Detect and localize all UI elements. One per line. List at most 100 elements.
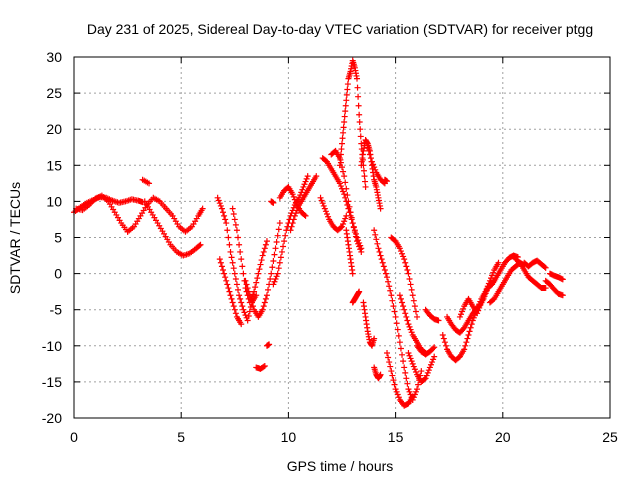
data-point — [406, 352, 413, 359]
data-point — [215, 197, 222, 204]
data-point — [235, 286, 242, 293]
data-point — [408, 329, 415, 336]
data-point — [288, 223, 295, 230]
data-point — [341, 173, 348, 180]
series-arc25 — [364, 144, 388, 187]
data-point — [405, 350, 412, 357]
data-point — [408, 286, 415, 293]
x-tick-label: 20 — [495, 429, 511, 445]
data-point — [441, 339, 448, 346]
data-point — [197, 241, 204, 248]
data-point — [366, 151, 373, 158]
data-point — [391, 308, 398, 315]
data-point — [323, 211, 330, 218]
data-point — [260, 248, 267, 255]
data-point — [468, 321, 475, 328]
data-point — [427, 361, 434, 368]
series-arc30 — [388, 234, 421, 320]
data-point — [258, 257, 265, 264]
chart-title: Day 231 of 2025, Sidereal Day-to-day VTE… — [87, 21, 593, 37]
data-point — [342, 215, 349, 222]
data-point — [403, 313, 410, 320]
data-point — [374, 240, 381, 247]
data-point — [381, 266, 388, 273]
data-point — [344, 86, 351, 93]
data-point — [246, 292, 253, 299]
data-point — [396, 292, 403, 299]
data-point — [489, 272, 496, 279]
y-tick-label: 15 — [46, 157, 62, 173]
data-point — [407, 326, 414, 333]
data-point — [337, 224, 344, 231]
data-point — [402, 310, 409, 317]
data-point — [386, 283, 393, 290]
data-point — [238, 321, 245, 328]
data-point — [559, 276, 566, 283]
data-point — [226, 241, 233, 248]
data-point — [272, 245, 279, 252]
data-point — [274, 270, 281, 277]
data-point — [388, 292, 395, 299]
data-point — [301, 181, 308, 188]
data-point — [271, 251, 278, 258]
data-point — [225, 285, 232, 292]
data-point — [392, 386, 399, 393]
data-point — [355, 240, 362, 247]
data-point — [228, 254, 235, 261]
data-point — [343, 91, 350, 98]
data-point — [354, 238, 361, 245]
data-point — [408, 358, 415, 365]
data-point — [272, 276, 279, 283]
data-point — [397, 295, 404, 302]
data-point — [387, 287, 394, 294]
data-point — [301, 211, 308, 218]
y-axis-title: SDTVAR / TECUs — [7, 182, 23, 294]
data-point — [240, 306, 247, 313]
data-point — [461, 346, 468, 353]
data-point — [385, 354, 392, 361]
data-point — [287, 227, 294, 234]
data-point — [238, 299, 245, 306]
data-point — [259, 306, 266, 313]
data-point — [373, 236, 380, 243]
data-point — [278, 248, 285, 255]
data-point — [222, 274, 229, 281]
data-point — [414, 313, 421, 320]
data-point — [387, 363, 394, 370]
data-point — [260, 363, 267, 370]
data-point — [354, 84, 361, 91]
data-point — [380, 263, 387, 270]
data-point — [360, 167, 367, 174]
data-point — [297, 192, 304, 199]
data-point — [341, 191, 348, 198]
data-point — [343, 185, 350, 192]
data-point — [263, 238, 270, 245]
data-point — [474, 310, 481, 317]
series-arc19 — [328, 147, 365, 255]
data-point — [261, 299, 268, 306]
data-point — [406, 276, 413, 283]
data-point — [233, 227, 240, 234]
data-point — [345, 198, 352, 205]
data-point — [356, 288, 363, 295]
data-point — [414, 386, 421, 393]
data-point — [239, 303, 246, 310]
data-point — [388, 368, 395, 375]
data-point — [336, 180, 343, 187]
data-point — [146, 180, 153, 187]
data-point — [457, 311, 464, 318]
data-point — [230, 303, 237, 310]
data-point — [393, 320, 400, 327]
data-point — [313, 173, 320, 180]
data-point — [440, 335, 447, 342]
data-point — [431, 344, 438, 351]
series-arc27 — [381, 176, 391, 185]
data-point — [217, 202, 224, 209]
data-point — [253, 292, 260, 299]
data-point — [224, 281, 231, 288]
data-point — [378, 256, 385, 263]
data-point — [242, 312, 249, 319]
data-point — [237, 248, 244, 255]
data-point — [339, 223, 345, 230]
y-tick-label: -20 — [42, 410, 62, 426]
